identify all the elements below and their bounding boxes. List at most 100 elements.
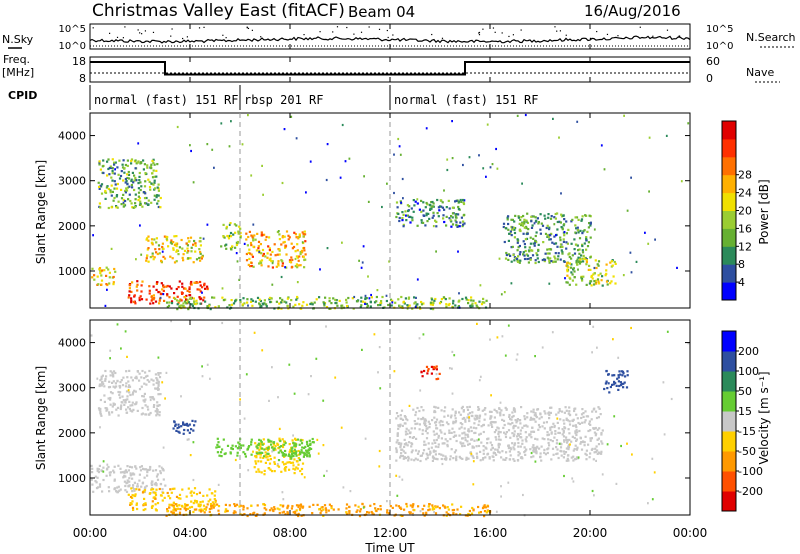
echo-cell	[532, 237, 535, 240]
echo-cell	[536, 254, 539, 257]
echo-cell	[99, 379, 102, 382]
x-tick-label: 00:00	[673, 526, 708, 540]
echo-cell	[237, 441, 240, 444]
echo-cell	[154, 387, 157, 390]
echo-cell	[199, 501, 202, 504]
echo-cell	[187, 237, 190, 240]
echo-cell	[506, 218, 509, 221]
echo-cell	[523, 218, 526, 221]
echo-cell	[151, 297, 154, 300]
echo-cell	[147, 408, 150, 411]
echo-cell	[499, 438, 502, 441]
echo-cell	[443, 432, 446, 435]
echo-cell	[438, 209, 441, 212]
echo-cell	[150, 238, 154, 241]
echo-cell	[152, 258, 155, 261]
echo-cell	[232, 302, 236, 305]
echo-cell	[179, 508, 182, 511]
nsky-spike	[124, 26, 126, 28]
echo-cell	[310, 301, 313, 304]
echo-cell	[190, 494, 193, 497]
echo-cell	[493, 408, 496, 411]
echo-cell	[563, 260, 566, 263]
echo-cell	[121, 395, 124, 398]
echo-cell	[234, 445, 237, 448]
echo-cell	[144, 371, 147, 374]
echo-cell	[399, 414, 402, 417]
echo-cell	[259, 456, 262, 459]
echo-cell	[571, 477, 574, 480]
echo-cell	[453, 414, 457, 417]
echo-cell	[311, 437, 314, 441]
echo-cell	[270, 470, 274, 473]
echo-cell	[510, 228, 514, 231]
echo-cell	[575, 426, 578, 429]
echo-cell	[271, 283, 274, 286]
echo-cell	[172, 247, 175, 250]
echo-cell	[268, 249, 271, 252]
echo-cell	[578, 262, 582, 265]
echo-cell	[239, 231, 242, 235]
echo-cell	[225, 247, 228, 250]
echo-cell	[146, 254, 149, 257]
echo-cell	[362, 506, 365, 509]
echo-cell	[267, 446, 270, 449]
echo-cell	[606, 443, 609, 446]
echo-cell	[133, 481, 136, 484]
echo-cell	[258, 438, 261, 441]
echo-cell	[117, 390, 120, 394]
echo-cell	[184, 296, 187, 299]
echo-cell	[278, 238, 281, 241]
echo-cell	[563, 474, 565, 478]
time-axis-label: Time UT	[364, 541, 415, 554]
echo-cell	[108, 471, 111, 474]
echo-cell	[405, 418, 408, 421]
echo-cell	[256, 446, 259, 450]
echo-cell	[104, 369, 107, 373]
echo-cell	[460, 442, 463, 445]
echo-cell	[507, 481, 510, 484]
echo-cell	[302, 455, 305, 458]
echo-cell	[92, 490, 95, 493]
y-tick-label: 1000	[58, 265, 86, 278]
echo-cell	[548, 417, 551, 420]
echo-cell	[131, 477, 134, 480]
echo-cell	[156, 281, 159, 284]
echo-cell	[139, 181, 142, 184]
nsky-spike	[482, 28, 484, 30]
nsky-spike	[141, 33, 143, 35]
echo-cell	[224, 508, 228, 511]
echo-cell	[569, 277, 572, 280]
echo-cell	[529, 416, 533, 419]
nsky-tick-top: 10^5	[59, 24, 86, 35]
echo-cell	[326, 143, 329, 146]
echo-cell	[505, 251, 508, 255]
echo-cell	[146, 203, 150, 206]
echo-cell	[539, 456, 542, 459]
echo-cell	[539, 452, 542, 455]
echo-cell	[114, 382, 117, 385]
echo-cell	[273, 470, 276, 473]
echo-cell	[562, 214, 565, 217]
echo-cell	[105, 474, 108, 477]
echo-cell	[477, 444, 481, 448]
x-tick-label: 16:00	[473, 526, 508, 540]
echo-cell	[151, 500, 154, 503]
echo-cell	[406, 214, 409, 217]
echo-cell	[294, 233, 297, 236]
echo-cell	[435, 378, 438, 381]
echo-cell	[461, 225, 464, 228]
echo-cell	[225, 225, 228, 228]
echo-cell	[617, 374, 620, 377]
echo-cell	[528, 250, 531, 253]
echo-cell	[492, 455, 495, 458]
echo-cell	[601, 442, 604, 445]
echo-cell	[416, 198, 419, 201]
echo-cell	[404, 297, 407, 300]
echo-cell	[630, 326, 632, 330]
echo-cell	[241, 303, 244, 306]
echo-cell	[135, 401, 138, 404]
nsky-spike	[109, 32, 111, 34]
echo-cell	[618, 384, 621, 388]
nsky-spike	[182, 37, 184, 40]
